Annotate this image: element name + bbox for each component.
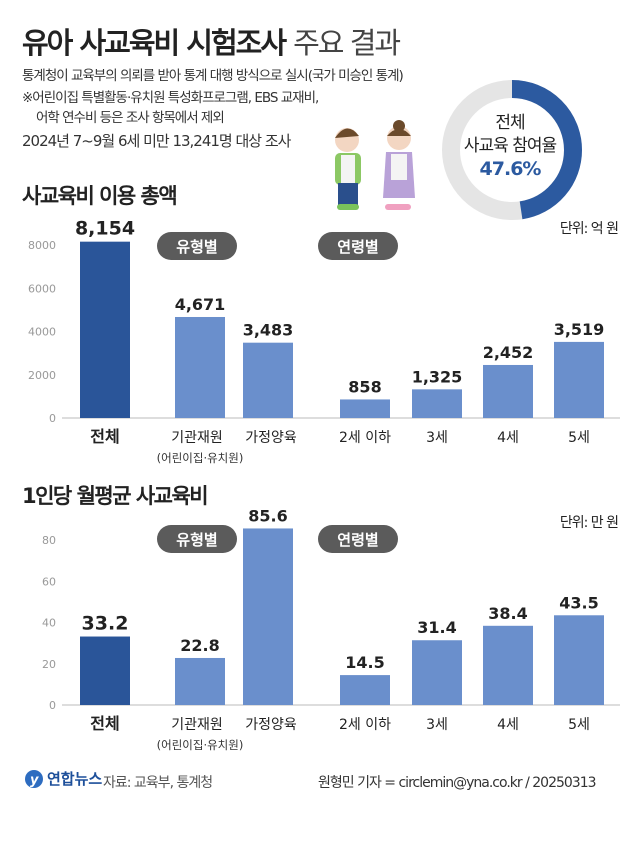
bar-value-label: 14.5 [345,653,384,672]
bar [554,615,604,705]
children-illustration [335,120,415,210]
category-sublabel: (어린이집·유치원) [157,738,244,752]
group-badge-label: 연령별 [337,531,378,549]
category-label: 4세 [497,717,519,733]
bar [483,625,533,705]
bar-value-label: 43.5 [559,593,598,612]
group-badge-label: 연령별 [337,238,378,256]
bar [412,389,462,418]
note-1: 통계청이 교육부의 의뢰를 받아 통계 대행 방식으로 실시(국가 미승인 통계… [22,68,404,84]
category-label: 5세 [568,430,590,446]
bar-value-label: 8,154 [75,218,135,240]
bar-value-label: 2,452 [483,343,534,362]
y-tick-label: 60 [42,575,56,588]
category-label: 가정양육 [245,717,297,733]
y-tick-label: 20 [42,658,56,671]
category-label: 2세 이하 [339,717,391,733]
bar [243,342,293,418]
group-badge-label: 유형별 [176,238,217,256]
category-label: 전체 [90,714,119,733]
donut-value: 47.6% [479,158,542,180]
survey-period: 2024년 7~9월 6세 미만 13,241명 대상 조사 [22,132,291,150]
bar [175,657,225,705]
category-label: 기관재원 [171,717,223,733]
chart1-unit: 단위: 억 원 [559,221,619,237]
participation-donut [442,80,582,220]
category-label: 3세 [426,717,448,733]
bar-value-label: 1,325 [412,367,463,386]
bar-value-label: 3,519 [554,320,605,339]
y-tick-label: 80 [42,534,56,547]
note-2: ※어린이집 특별활동·유치원 특성화프로그램, EBS 교재비, [22,90,319,106]
donut-label: 전체 사교육 참여율 47.6% [450,112,570,181]
bar [340,399,390,418]
category-label: 2세 이하 [339,430,391,446]
page-title: 유아 사교육비 시험조사 주요 결과 [22,20,401,62]
note-3: 어학 연수비 등은 조사 항목에서 제외 [36,110,225,126]
bar [80,636,130,705]
group-badge [157,232,237,260]
bar [80,241,130,418]
donut-value-arc [442,80,582,220]
bar [175,316,225,418]
source: 자료: 교육부, 통계청 [103,775,213,791]
title-light: 주요 결과 [293,26,401,60]
group-badge [318,525,398,553]
bar-value-label: 4,671 [175,295,226,314]
y-tick-label: 40 [42,617,56,630]
bar-value-label: 31.4 [417,618,456,637]
byline: 원형민 기자 = circlemin@yna.co.kr / 20250313 [318,775,597,791]
bar-value-label: 38.4 [488,604,527,623]
bar [412,640,462,705]
bar-value-label: 3,483 [243,321,294,340]
group-badge-label: 유형별 [176,531,217,549]
category-label: 3세 [426,430,448,446]
y-tick-label: 8000 [28,239,56,252]
category-label: 기관재원 [171,430,223,446]
category-label: 가정양육 [245,430,297,446]
yonhap-logo: y 연합뉴스 [24,768,102,789]
group-badge [157,525,237,553]
y-tick-label: 2000 [28,369,56,382]
bar [243,528,293,705]
bar-value-label: 22.8 [180,636,219,655]
bar [483,364,533,418]
category-label: 5세 [568,717,590,733]
y-tick-label: 4000 [28,326,56,339]
group-badge [318,232,398,260]
category-label: 4세 [497,430,519,446]
chart1-title: 사교육비 이용 총액 [22,184,178,208]
title-bold: 유아 사교육비 시험조사 [22,26,287,60]
category-sublabel: (어린이집·유치원) [157,451,244,465]
svg-text:y: y [30,773,39,788]
chart2-unit: 단위: 만 원 [559,515,619,531]
logo-text: 연합뉴스 [47,770,103,788]
donut-line1: 전체 [495,113,525,133]
bar [554,341,604,418]
yonhap-logo-icon: y [25,769,43,788]
chart2-title: 1인당 월평균 사교육비 [22,484,209,508]
bar-value-label: 33.2 [82,613,129,635]
bar-value-label: 858 [348,377,381,396]
bar-value-label: 85.6 [248,506,287,525]
donut-line2: 사교육 참여율 [463,136,557,156]
category-label: 전체 [90,427,119,446]
y-tick-label: 6000 [28,282,56,295]
y-tick-label: 0 [49,412,56,425]
bar [340,675,390,705]
y-tick-label: 0 [49,699,56,712]
